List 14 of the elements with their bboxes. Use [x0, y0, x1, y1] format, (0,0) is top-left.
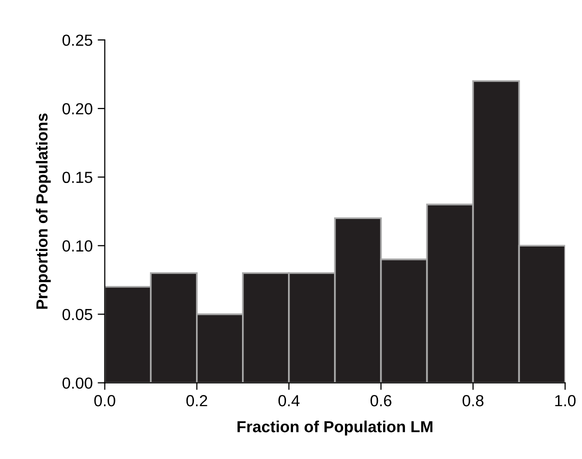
x-tick-label: 0.2: [186, 395, 208, 406]
x-tick-label: 0.4: [278, 395, 300, 406]
y-tick-label: 0.05: [62, 308, 92, 320]
x-tick-label: 1.0: [555, 395, 576, 406]
y-tick-label: 0.15: [62, 172, 92, 184]
x-tick-label: 0.6: [370, 395, 392, 406]
x-tick-label: 0.8: [462, 395, 484, 406]
y-tick-label: 0.10: [62, 240, 92, 252]
y-tick-label: 0.20: [62, 103, 92, 114]
x-axis-title: Fraction of Population LM: [238, 420, 432, 436]
y-tick-label: 0.25: [62, 34, 92, 46]
y-tick-label: 0.00: [62, 377, 92, 389]
x-tick-label: 0.0: [94, 395, 116, 406]
y-axis-title: Proportion of Populations: [36, 114, 51, 309]
